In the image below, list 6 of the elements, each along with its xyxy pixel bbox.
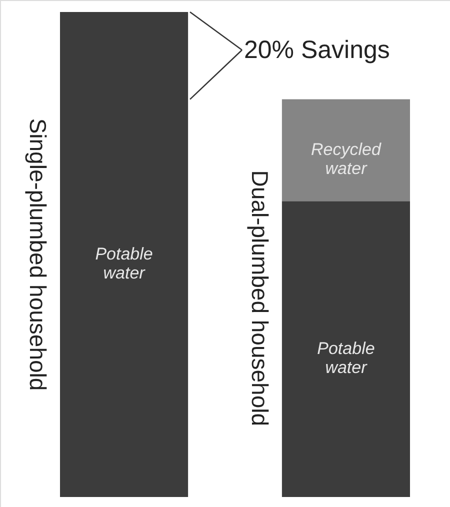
annotation: 20% Savings (244, 36, 390, 64)
x-tick-label: Single-plumbed household (25, 118, 51, 391)
series-label: Recycled water (311, 140, 382, 178)
x-tick-label: Dual-plumbed household (246, 170, 273, 426)
text: Potable water (317, 339, 375, 378)
series-label: Potable water (95, 244, 153, 282)
